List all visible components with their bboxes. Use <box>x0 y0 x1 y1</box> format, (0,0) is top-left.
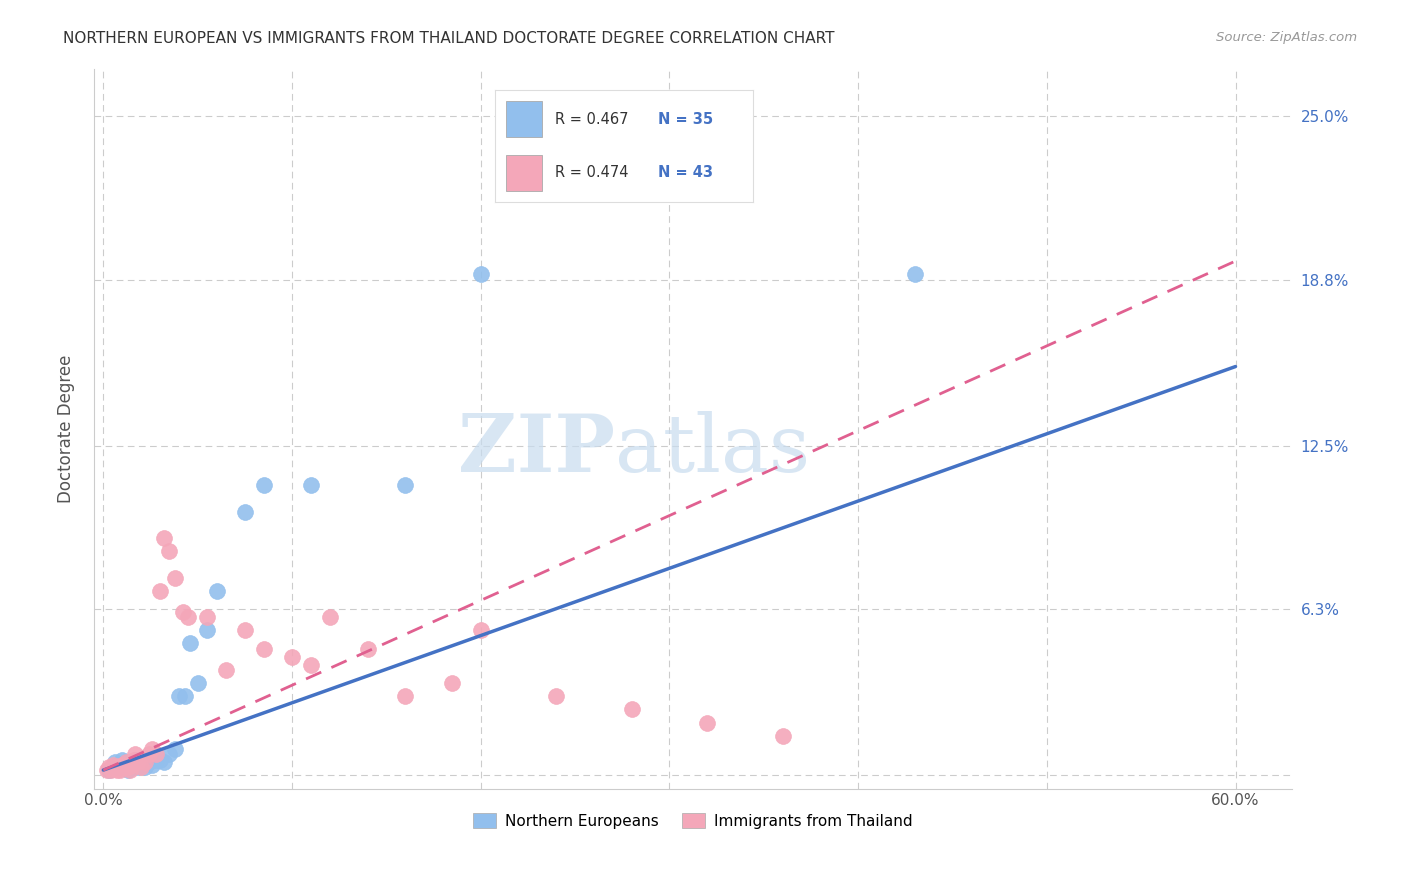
Point <box>110 763 132 777</box>
Point <box>105 763 128 777</box>
Y-axis label: Doctorate Degree: Doctorate Degree <box>58 354 75 503</box>
Point <box>104 755 127 769</box>
Point <box>179 636 201 650</box>
Point <box>107 760 129 774</box>
Point <box>138 755 160 769</box>
Point <box>187 676 209 690</box>
Text: Source: ZipAtlas.com: Source: ZipAtlas.com <box>1216 31 1357 45</box>
Point <box>134 760 156 774</box>
Point <box>121 760 143 774</box>
Point <box>134 755 156 769</box>
Point <box>470 624 492 638</box>
Point <box>117 760 139 774</box>
Point <box>124 752 146 766</box>
Point <box>195 610 218 624</box>
Point <box>96 763 118 777</box>
Point <box>620 702 643 716</box>
Point <box>111 760 134 774</box>
Point <box>111 757 134 772</box>
Point <box>127 760 149 774</box>
Point <box>167 690 190 704</box>
Point <box>356 641 378 656</box>
Point <box>205 583 228 598</box>
Point <box>138 747 160 762</box>
Point <box>165 742 187 756</box>
Point <box>253 641 276 656</box>
Point <box>118 763 141 777</box>
Point <box>118 757 141 772</box>
Point <box>394 478 416 492</box>
Point <box>104 760 127 774</box>
Point <box>141 757 163 772</box>
Point <box>149 583 172 598</box>
Point <box>281 649 304 664</box>
Point <box>172 605 194 619</box>
Point <box>157 544 180 558</box>
Point <box>195 624 218 638</box>
Point <box>101 757 124 772</box>
Point <box>253 478 276 492</box>
Point <box>101 760 124 774</box>
Point <box>129 760 152 774</box>
Point <box>177 610 200 624</box>
Text: ZIP: ZIP <box>458 411 616 489</box>
Point <box>904 267 927 281</box>
Point <box>173 690 195 704</box>
Point <box>141 742 163 756</box>
Point <box>127 755 149 769</box>
Point <box>115 755 138 769</box>
Point <box>121 757 143 772</box>
Point <box>546 690 568 704</box>
Point <box>98 760 121 774</box>
Point <box>299 478 322 492</box>
Point <box>319 610 342 624</box>
Point <box>117 763 139 777</box>
Point <box>157 747 180 762</box>
Point <box>215 663 238 677</box>
Point <box>696 715 718 730</box>
Text: atlas: atlas <box>616 411 810 489</box>
Point <box>299 657 322 672</box>
Legend: Northern Europeans, Immigrants from Thailand: Northern Europeans, Immigrants from Thai… <box>467 807 920 835</box>
Point <box>772 729 794 743</box>
Point <box>165 570 187 584</box>
Point <box>394 690 416 704</box>
Point <box>107 757 129 772</box>
Point <box>124 747 146 762</box>
Text: NORTHERN EUROPEAN VS IMMIGRANTS FROM THAILAND DOCTORATE DEGREE CORRELATION CHART: NORTHERN EUROPEAN VS IMMIGRANTS FROM THA… <box>63 31 835 46</box>
Point <box>122 752 145 766</box>
Point <box>112 760 135 774</box>
Point <box>441 676 464 690</box>
Point <box>98 763 121 777</box>
Point <box>111 752 134 766</box>
Point <box>152 755 174 769</box>
Point <box>115 755 138 769</box>
Point <box>145 747 167 762</box>
Point <box>129 757 152 772</box>
Point <box>129 752 152 766</box>
Point <box>233 624 256 638</box>
Point <box>152 531 174 545</box>
Point <box>122 755 145 769</box>
Point <box>470 267 492 281</box>
Point <box>145 752 167 766</box>
Point <box>233 505 256 519</box>
Point <box>100 763 122 777</box>
Point <box>149 752 172 766</box>
